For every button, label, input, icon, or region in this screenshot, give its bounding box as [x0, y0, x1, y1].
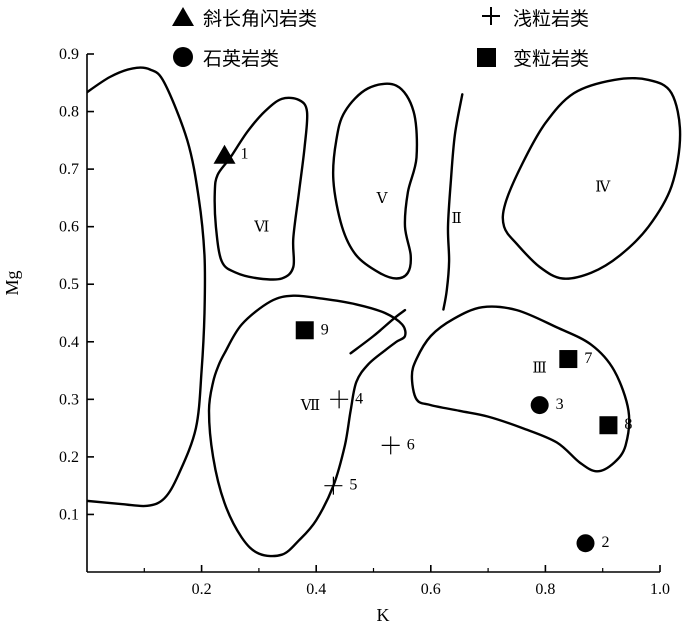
marker-circle [576, 534, 595, 553]
legend: 斜长角闪岩类 浅粒岩类 石英岩类 变粒岩类 [172, 7, 589, 70]
legend-marker-triangle [172, 7, 194, 26]
y-tick-label: 0.6 [59, 219, 79, 236]
point-label: 9 [321, 321, 329, 338]
point-label: 6 [407, 436, 415, 453]
point-label: 3 [556, 396, 564, 413]
y-axis-label: Mg [2, 270, 22, 295]
region-label: Ⅶ [300, 398, 320, 414]
boundary-stroke [349, 308, 407, 355]
point-label: 2 [602, 534, 610, 551]
marker-triangle [213, 144, 236, 164]
marker-square [599, 416, 618, 435]
point-label: 8 [624, 416, 632, 433]
legend-label-leptite: 浅粒岩类 [513, 8, 589, 30]
marker-circle [530, 396, 549, 415]
plot-area: 0.2 0.4 0.6 0.8 1.0 0.1 0.2 0.3 0.4 0.5 0.6 0.7 0.8 0… [59, 46, 682, 598]
x-tick-label: 0.8 [535, 581, 555, 598]
marker-square [295, 321, 314, 340]
region-label: Ⅱ [451, 211, 461, 227]
region-label: Ⅳ [595, 179, 611, 195]
legend-label-amphibolite: 斜长角闪岩类 [203, 8, 317, 30]
region-IV [501, 77, 682, 280]
marker-square [559, 350, 578, 369]
y-tick-label: 0.8 [59, 104, 79, 121]
x-axis-label: K [377, 605, 390, 625]
point-label: 4 [355, 390, 363, 407]
y-tick-label: 0.4 [59, 334, 79, 351]
point-label: 1 [241, 146, 249, 163]
region-V [331, 82, 419, 280]
legend-label-granulite: 变粒岩类 [513, 48, 589, 70]
x-tick-label: 0.6 [421, 581, 441, 598]
point-label: 5 [349, 477, 357, 494]
legend-label-quartzite: 石英岩类 [203, 48, 279, 70]
region-VII [207, 294, 407, 558]
x-tick-label: 1.0 [650, 581, 670, 598]
y-tick-label: 0.2 [59, 449, 79, 466]
x-tick-label: 0.4 [306, 581, 326, 598]
y-tick-label: 0.5 [59, 276, 79, 293]
y-tick-label: 0.1 [59, 506, 79, 523]
region-III [410, 305, 631, 473]
y-tick-label: 0.3 [59, 391, 79, 408]
x-tick-label: 0.2 [192, 581, 212, 598]
region-I [87, 66, 207, 508]
region-II [442, 93, 464, 311]
legend-marker-square [477, 48, 496, 67]
point-label: 7 [584, 350, 592, 367]
region-VI [213, 96, 309, 281]
legend-marker-circle [173, 47, 193, 67]
y-tick-label: 0.9 [59, 46, 79, 63]
region-label: Ⅲ [532, 361, 546, 377]
region-label: Ⅵ [253, 220, 269, 236]
legend-marker-plus [482, 7, 500, 25]
y-tick-label: 0.7 [59, 161, 79, 178]
region-label: Ⅴ [376, 191, 389, 207]
